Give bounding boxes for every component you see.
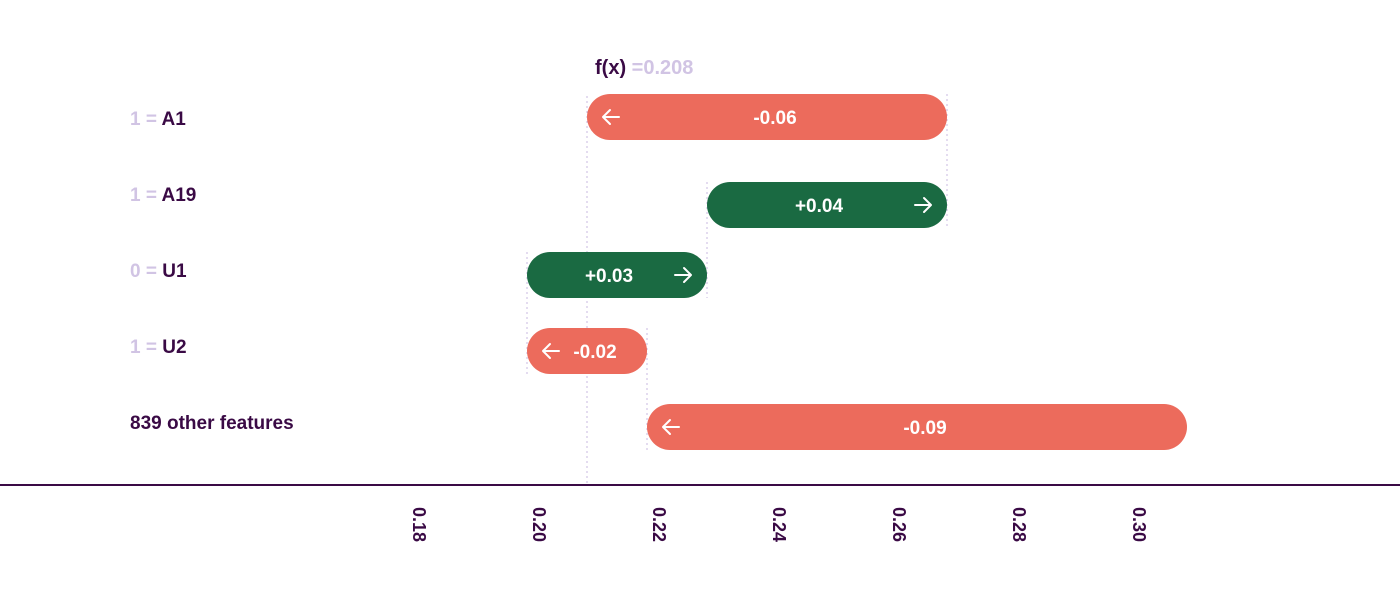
output-name: f(x) [595, 57, 632, 79]
feature-label: 0 = U1 [130, 261, 187, 282]
feature-label: 1 = A19 [130, 185, 196, 206]
x-tick-label: 0.30 [1129, 507, 1149, 542]
negative-bar [647, 404, 1187, 450]
contribution-value-label: +0.04 [795, 196, 844, 217]
x-tick-label: 0.26 [889, 507, 909, 542]
x-tick-label: 0.20 [529, 507, 549, 542]
feature-name: A1 [162, 109, 187, 130]
contribution-value-label: -0.09 [903, 418, 946, 439]
feature-label: 839 other features [130, 413, 294, 434]
arrow-left-icon [542, 343, 560, 359]
positive-bar [707, 182, 947, 228]
arrow-left-icon [662, 419, 680, 435]
contribution-value-label: -0.06 [753, 108, 796, 129]
x-tick-label: 0.24 [769, 507, 789, 542]
feature-value: 1 = [130, 109, 162, 130]
x-tick-label: 0.28 [1009, 507, 1029, 542]
negative-bar [587, 94, 947, 140]
feature-label: 1 = U2 [130, 337, 187, 358]
x-tick-label: 0.22 [649, 507, 669, 542]
contribution-value-label: -0.02 [573, 342, 616, 363]
feature-name: U1 [162, 261, 187, 282]
feature-value: 1 = [130, 337, 162, 358]
feature-value: 1 = [130, 185, 162, 206]
feature-name: U2 [162, 337, 186, 358]
output-label: f(x) =0.208 [595, 57, 693, 79]
feature-name: A19 [162, 185, 197, 206]
arrow-left-icon [602, 109, 620, 125]
arrow-right-icon [674, 267, 692, 283]
output-value: =0.208 [632, 57, 694, 79]
x-tick-label: 0.18 [409, 507, 429, 542]
arrow-right-icon [914, 197, 932, 213]
feature-label: 1 = A1 [130, 109, 186, 130]
negative-bar [527, 328, 647, 374]
positive-bar [527, 252, 707, 298]
feature-name: 839 other features [130, 413, 294, 434]
contribution-value-label: +0.03 [585, 266, 633, 287]
feature-value: 0 = [130, 261, 162, 282]
